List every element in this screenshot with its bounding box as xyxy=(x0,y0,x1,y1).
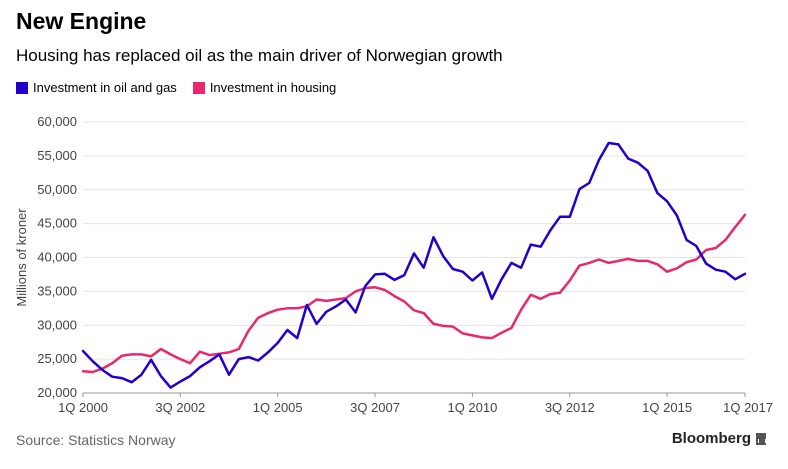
x-tick-label: 1Q 2000 xyxy=(58,400,108,415)
y-tick-label: 35,000 xyxy=(37,283,77,298)
brand-logo: Bloomberg xyxy=(672,430,766,447)
x-tick-label: 1Q 2015 xyxy=(642,400,692,415)
source-note: Source: Statistics Norway xyxy=(16,432,176,448)
legend-swatch-oil-gas xyxy=(16,81,28,94)
legend-item-oil-gas: Investment in oil and gas xyxy=(16,80,177,95)
chart-subtitle: Housing has replaced oil as the main dri… xyxy=(16,46,503,65)
x-tick-label: 1Q 2010 xyxy=(447,400,497,415)
bloomberg-chart-icon xyxy=(756,432,766,445)
series-line-housing xyxy=(81,213,747,374)
x-tick-label: 3Q 2002 xyxy=(155,400,205,415)
x-tick-label: 1Q 2017 xyxy=(723,400,773,415)
y-axis-label: Millions of kroner xyxy=(14,208,29,307)
y-tick-label: 40,000 xyxy=(37,250,77,265)
y-tick-label: 60,000 xyxy=(37,114,77,129)
brand-name: Bloomberg xyxy=(671,430,751,447)
x-tick-label: 1Q 2005 xyxy=(253,400,303,415)
y-tick-label: 25,000 xyxy=(37,351,77,366)
y-tick-label: 50,000 xyxy=(37,182,77,197)
y-tick-label: 55,000 xyxy=(37,148,77,163)
x-tick-label: 3Q 2007 xyxy=(350,400,400,415)
y-tick-label: 45,000 xyxy=(37,216,77,231)
series-line-oil-gas xyxy=(81,141,747,389)
x-tick-label: 3Q 2012 xyxy=(545,400,595,415)
legend: Investment in oil and gas Investment in … xyxy=(16,80,336,95)
y-tick-label: 20,000 xyxy=(37,385,77,400)
legend-item-housing: Investment in housing xyxy=(192,80,337,95)
legend-label-housing: Investment in housing xyxy=(209,80,337,95)
chart-title: New Engine xyxy=(16,8,147,34)
y-tick-label: 30,000 xyxy=(37,317,77,332)
legend-label-oil-gas: Investment in oil and gas xyxy=(33,80,177,95)
legend-swatch-housing xyxy=(192,81,205,94)
